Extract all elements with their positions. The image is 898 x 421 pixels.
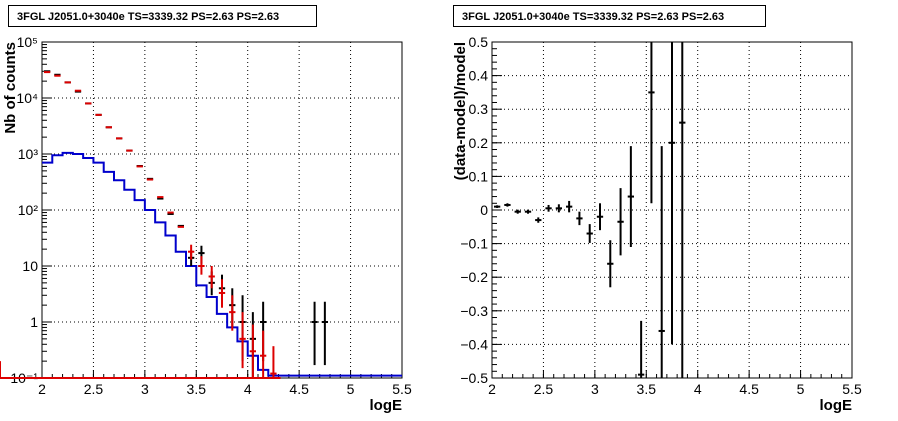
y-tick-label: 0 <box>480 202 488 218</box>
x-axis-label: logE <box>370 397 403 414</box>
y-tick-label: 0.5 <box>469 34 489 50</box>
x-tick-label: 2.5 <box>534 381 554 397</box>
x-tick-label: 3 <box>591 381 599 397</box>
y-tick-label: −0.2 <box>460 269 488 285</box>
x-tick-label: 4 <box>244 381 252 397</box>
x-tick-label: 5 <box>797 381 805 397</box>
x-tick-label: 5 <box>347 381 355 397</box>
y-tick-label: −0.5 <box>460 370 488 386</box>
x-tick-label: 4 <box>694 381 702 397</box>
x-tick-label: 2.5 <box>84 381 104 397</box>
x-tick-label: 5.5 <box>842 381 862 397</box>
y-tick-label: 0.2 <box>469 135 489 151</box>
y-tick-label: 10 <box>22 258 38 274</box>
y-axis-label: Nb of counts <box>2 42 19 134</box>
y-tick-label: 0.1 <box>469 168 489 184</box>
left-plot-title: 3FGL J2051.0+3040e TS=3339.32 PS=2.63 PS… <box>8 5 317 27</box>
y-tick-label: 1 <box>30 314 38 330</box>
y-tick-label: 10³ <box>18 146 39 162</box>
right-plot-panel: 2 2.5 3 3.5 4 4.5 5 5.5 −0.5 −0.4 −0.3 −0.2 −0.1 0 0.1… <box>452 34 862 414</box>
x-tick-label: 2 <box>488 381 496 397</box>
y-axis-label: (data-model)/model <box>452 42 469 180</box>
y-tick-label: −0.1 <box>460 236 488 252</box>
y-tick-label: 0.4 <box>469 68 489 84</box>
x-tick-label: 5.5 <box>392 381 412 397</box>
x-tick-label: 2 <box>38 381 46 397</box>
y-tick-label: 10⁴ <box>16 90 38 106</box>
right-plot-title: 3FGL J2051.0+3040e TS=3339.32 PS=2.63 PS… <box>453 5 766 27</box>
y-tick-label: 10⁵ <box>17 34 38 50</box>
x-tick-label: 4.5 <box>289 381 309 397</box>
model-histogram-line <box>42 151 402 377</box>
x-tick-label: 4.5 <box>739 381 759 397</box>
left-plot-panel: 2 2.5 3 3.5 4 4.5 5 5.510⁻¹11010²10³10⁴10⁵logEN… <box>0 34 412 414</box>
y-tick-label: 0.3 <box>469 101 489 117</box>
y-tick-label: 10² <box>18 202 39 218</box>
x-tick-label: 3.5 <box>187 381 207 397</box>
x-axis-label: logE <box>820 397 853 414</box>
x-tick-label: 3.5 <box>637 381 657 397</box>
y-tick-label: −0.3 <box>460 303 488 319</box>
x-tick-label: 3 <box>141 381 149 397</box>
y-tick-label: −0.4 <box>460 336 488 352</box>
